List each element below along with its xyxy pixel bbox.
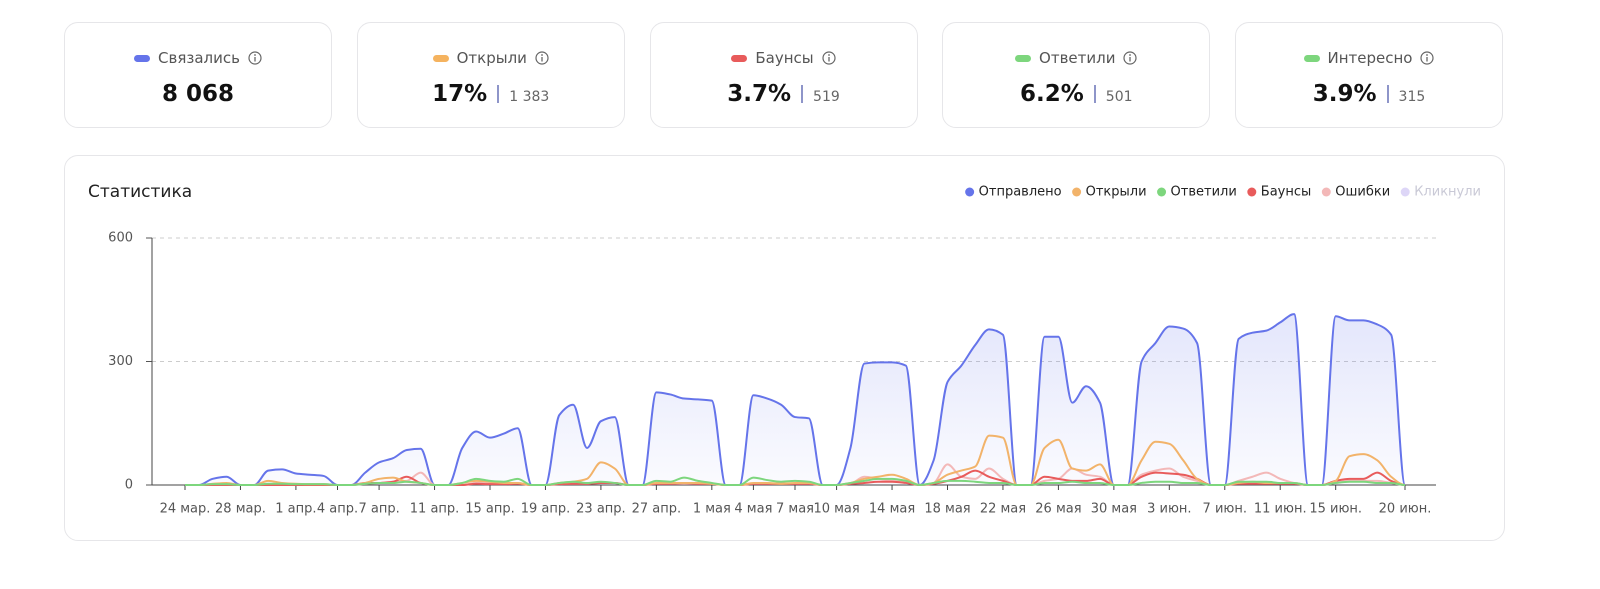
legend-label[interactable]: Ответили	[1171, 185, 1237, 200]
x-tick-label: 28 мар.	[215, 502, 266, 517]
x-tick-label: 11 июн.	[1254, 502, 1307, 517]
card-value-row: 6.2% 501	[943, 81, 1209, 107]
card-value: 17%	[432, 81, 488, 107]
stat-card: Ответили 6.2% 501	[942, 22, 1211, 128]
chart-title: Статистика	[88, 182, 192, 202]
y-tick-label: 300	[108, 354, 133, 369]
series-line	[185, 434, 1406, 486]
x-tick-label: 10 мая	[813, 502, 859, 517]
card-count: 315	[1398, 89, 1426, 105]
info-icon[interactable]	[1123, 51, 1138, 65]
x-tick-label: 26 мая	[1035, 502, 1081, 517]
info-icon[interactable]	[822, 51, 836, 65]
card-value-row: 8 068	[65, 81, 331, 107]
card-label: Открыли	[456, 49, 527, 67]
info-icon[interactable]	[535, 51, 549, 65]
separator	[801, 85, 804, 103]
stat-card: Связались 8 068	[64, 22, 332, 128]
y-tick-label: 0	[125, 478, 133, 493]
x-tick-label: 27 апр.	[632, 502, 682, 517]
y-tick-label: 600	[108, 231, 133, 246]
x-tick-label: 19 апр.	[521, 502, 571, 517]
legend-swatch	[1157, 187, 1167, 197]
series-area	[185, 314, 1405, 485]
legend-pill	[731, 54, 748, 62]
x-tick-label: 15 июн.	[1309, 502, 1362, 517]
info-icon[interactable]	[248, 51, 262, 65]
legend-label[interactable]: Отправлено	[979, 185, 1062, 200]
card-label: Баунсы	[755, 49, 814, 67]
x-tick-label: 3 июн.	[1147, 502, 1191, 517]
legend-swatch	[965, 187, 975, 197]
card-value-row: 3.7% 519	[651, 81, 917, 107]
x-tick-label: 1 мая	[693, 502, 731, 517]
card-value: 6.2%	[1019, 81, 1084, 107]
card-label: Связались	[158, 49, 240, 67]
card-count: 501	[1105, 89, 1133, 105]
card-label-row: Ответили	[943, 49, 1209, 67]
legend-pill	[1015, 54, 1032, 62]
card-label-row: Открыли	[358, 49, 624, 67]
legend-label[interactable]: Ошибки	[1335, 185, 1390, 200]
x-tick-label: 14 мая	[869, 502, 915, 517]
legend-pill	[134, 54, 151, 62]
card-value: 8 068	[161, 81, 235, 107]
card-label-row: Интересно	[1236, 49, 1502, 67]
card-value-row: 3.9% 315	[1236, 81, 1502, 107]
card-label-row: Баунсы	[651, 49, 917, 67]
x-tick-label: 23 апр.	[576, 502, 626, 517]
info-icon[interactable]	[1420, 51, 1435, 65]
x-tick-label: 4 мая	[734, 502, 772, 517]
chart-panel	[64, 155, 1505, 541]
stat-card: Открыли 17% 1 383	[356, 22, 625, 128]
legend-pill	[1303, 54, 1320, 62]
series-line	[185, 476, 1406, 486]
stat-card: Интересно 3.9% 315	[1235, 22, 1503, 128]
card-value: 3.9%	[1312, 81, 1377, 107]
legend-swatch	[1321, 187, 1331, 197]
separator	[1093, 85, 1096, 103]
x-tick-label: 22 мая	[980, 502, 1026, 517]
legend-label[interactable]: Открыли	[1086, 185, 1147, 200]
legend-swatch	[1247, 187, 1257, 197]
x-tick-label: 11 апр.	[410, 502, 460, 517]
x-tick-label: 18 мая	[924, 502, 970, 517]
card-label-row: Связались	[65, 49, 331, 67]
card-count: 1 383	[509, 89, 550, 105]
x-tick-label: 30 мая	[1091, 502, 1137, 517]
x-tick-label: 7 июн.	[1203, 502, 1247, 517]
card-label: Интересно	[1327, 49, 1413, 67]
card-label: Ответили	[1039, 49, 1116, 67]
x-tick-label: 15 апр.	[465, 502, 515, 517]
separator	[1386, 85, 1389, 103]
x-tick-label: 1 апр.	[275, 502, 316, 517]
card-value-row: 17% 1 383	[358, 81, 624, 107]
x-tick-label: 24 мар.	[160, 502, 211, 517]
legend-label[interactable]: Кликнули	[1414, 185, 1481, 200]
stat-card: Баунсы 3.7% 519	[649, 22, 918, 128]
card-value: 3.7%	[727, 81, 792, 107]
x-tick-label: 7 мая	[776, 502, 814, 517]
x-tick-label: 4 апр.	[317, 502, 358, 517]
card-count: 519	[813, 89, 840, 105]
x-tick-label: 7 апр.	[358, 502, 399, 517]
legend-pill	[432, 54, 449, 62]
separator	[497, 85, 500, 103]
x-tick-label: 20 июн.	[1379, 502, 1432, 517]
legend-swatch	[1072, 187, 1082, 197]
legend-swatch	[1400, 187, 1410, 197]
legend-label[interactable]: Баунсы	[1261, 185, 1312, 200]
